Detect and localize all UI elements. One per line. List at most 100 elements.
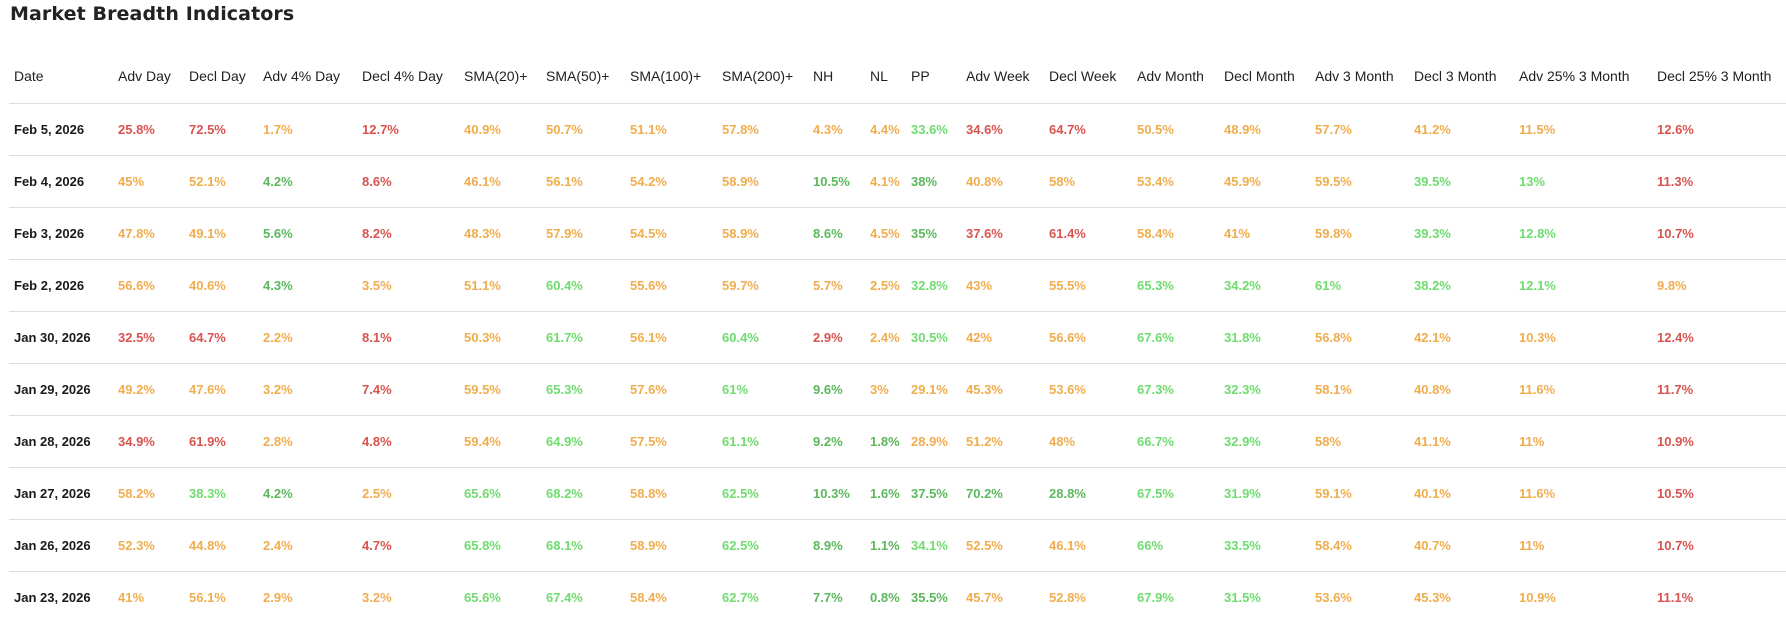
adv-4-day-value: 5.6% xyxy=(258,207,357,260)
sma-200-value: 57.8% xyxy=(717,103,808,156)
adv-3-month-value: 56.8% xyxy=(1310,311,1409,364)
adv-month-value: 67.9% xyxy=(1137,590,1174,605)
decl-3-month-value: 39.5% xyxy=(1409,155,1514,208)
date-cell: Jan 29, 2026 xyxy=(9,363,113,416)
adv-day-value: 47.8% xyxy=(113,207,184,260)
adv-month-value: 67.5% xyxy=(1132,467,1219,520)
decl-25-3-month-value: 11.1% xyxy=(1657,590,1694,605)
page-title: Market Breadth Indicators xyxy=(10,3,295,25)
nl-value: 3% xyxy=(865,363,906,416)
table-row: Jan 26, 2026 52.3% 44.8% 2.4% 4.7% 65.8% 68.1%… xyxy=(9,519,1786,572)
sma-50-value: 68.2% xyxy=(541,467,625,520)
pp-value: 28.9% xyxy=(906,415,961,468)
sma-200-value: 62.5% xyxy=(717,467,808,520)
nl-value: 4.4% xyxy=(865,103,906,156)
adv-4-day-value: 2.8% xyxy=(258,415,357,468)
decl-3-month-value: 45.3% xyxy=(1414,590,1451,605)
table-row: Feb 4, 2026 45% 52.1% 4.2% 8.6% 46.1% 56.1% 54.… xyxy=(9,155,1786,208)
sma-200-value: 60.4% xyxy=(717,311,808,364)
adv-day-value: 45% xyxy=(113,155,184,208)
adv-day-value: 49.2% xyxy=(113,363,184,416)
adv-month-value: 65.3% xyxy=(1132,259,1219,312)
column-header-sma-50[interactable]: SMA(50)+ xyxy=(541,48,625,104)
sma-50-value: 56.1% xyxy=(541,155,625,208)
column-header-adv-4-day[interactable]: Adv 4% Day xyxy=(258,48,357,104)
adv-25-3-month-value: 12.8% xyxy=(1514,207,1652,260)
sma-100-value: 56.1% xyxy=(625,311,717,364)
sma-100-value: 57.6% xyxy=(625,363,717,416)
column-header-decl-month[interactable]: Decl Month xyxy=(1219,48,1310,104)
column-header-nl[interactable]: NL xyxy=(865,48,906,104)
column-header-decl-25-3-month[interactable]: Decl 25% 3 Month xyxy=(1652,48,1786,104)
date-cell: Feb 4, 2026 xyxy=(9,155,113,208)
decl-25-3-month-value: 11.7% xyxy=(1652,363,1786,416)
decl-3-month-value: 40.7% xyxy=(1409,519,1514,572)
date-cell: Jan 26, 2026 xyxy=(9,519,113,572)
column-header-decl-day[interactable]: Decl Day xyxy=(184,48,258,104)
adv-week-value: 40.8% xyxy=(961,155,1044,208)
adv-4-day-value: 4.2% xyxy=(258,467,357,520)
sma-20-value: 51.1% xyxy=(459,259,541,312)
column-header-adv-25-3-month[interactable]: Adv 25% 3 Month xyxy=(1514,48,1652,104)
decl-25-3-month-value: 9.8% xyxy=(1652,259,1786,312)
column-header-sma-100[interactable]: SMA(100)+ xyxy=(625,48,717,104)
pp-value: 38% xyxy=(906,155,961,208)
adv-week-value: 45.3% xyxy=(961,363,1044,416)
sma-200-value: 61% xyxy=(717,363,808,416)
decl-month-value: 31.9% xyxy=(1219,467,1310,520)
decl-day-value: 49.1% xyxy=(184,207,258,260)
column-header-adv-week[interactable]: Adv Week xyxy=(961,48,1044,104)
decl-week-value: 53.6% xyxy=(1044,363,1132,416)
date-cell: Feb 3, 2026 xyxy=(9,207,113,260)
adv-day-value: 32.5% xyxy=(113,311,184,364)
sma-200-value: 58.9% xyxy=(717,207,808,260)
sma-20-value: 59.5% xyxy=(459,363,541,416)
decl-day-value: 61.9% xyxy=(184,415,258,468)
decl-week-value: 48% xyxy=(1044,415,1132,468)
column-header-date[interactable]: Date xyxy=(9,48,113,104)
nh-value: 7.7% xyxy=(813,590,843,605)
column-header-decl-4-day[interactable]: Decl 4% Day xyxy=(357,48,459,104)
pp-value: 29.1% xyxy=(906,363,961,416)
adv-25-3-month-value: 13% xyxy=(1514,155,1652,208)
sma-100-value: 54.2% xyxy=(625,155,717,208)
column-header-adv-3-month[interactable]: Adv 3 Month xyxy=(1310,48,1409,104)
decl-4-day-value: 3.5% xyxy=(357,259,459,312)
column-header-pp[interactable]: PP xyxy=(906,48,961,104)
nl-value: 1.6% xyxy=(865,467,906,520)
table-row: Jan 28, 2026 34.9% 61.9% 2.8% 4.8% 59.4% 64.9%… xyxy=(9,415,1786,468)
nl-value: 1.8% xyxy=(865,415,906,468)
column-header-decl-week[interactable]: Decl Week xyxy=(1044,48,1132,104)
adv-25-3-month-value: 11.6% xyxy=(1514,467,1652,520)
decl-week-value: 64.7% xyxy=(1044,103,1132,156)
decl-25-3-month-value: 12.4% xyxy=(1652,311,1786,364)
adv-day-value: 56.6% xyxy=(113,259,184,312)
adv-3-month-value: 53.6% xyxy=(1315,590,1352,605)
column-header-sma-20[interactable]: SMA(20)+ xyxy=(459,48,541,104)
decl-month-value: 31.5% xyxy=(1224,590,1261,605)
column-header-decl-3-month[interactable]: Decl 3 Month xyxy=(1409,48,1514,104)
decl-day-value: 64.7% xyxy=(184,311,258,364)
decl-day-value: 44.8% xyxy=(184,519,258,572)
table-row: Feb 5, 2026 25.8% 72.5% 1.7% 12.7% 40.9% 50.7%… xyxy=(9,103,1786,156)
adv-day-value: 52.3% xyxy=(113,519,184,572)
adv-week-value: 43% xyxy=(961,259,1044,312)
decl-month-value: 32.9% xyxy=(1219,415,1310,468)
decl-4-day-value: 12.7% xyxy=(357,103,459,156)
decl-4-day-value: 7.4% xyxy=(357,363,459,416)
column-header-adv-day[interactable]: Adv Day xyxy=(113,48,184,104)
column-header-sma-200[interactable]: SMA(200)+ xyxy=(717,48,808,104)
sma-20-value: 40.9% xyxy=(459,103,541,156)
adv-4-day-value: 2.2% xyxy=(258,311,357,364)
decl-week-value: 46.1% xyxy=(1044,519,1132,572)
adv-week-value: 51.2% xyxy=(961,415,1044,468)
decl-3-month-value: 40.1% xyxy=(1409,467,1514,520)
column-header-nh[interactable]: NH xyxy=(808,48,865,104)
column-header-adv-month[interactable]: Adv Month xyxy=(1132,48,1219,104)
nh-value: 5.7% xyxy=(808,259,865,312)
decl-4-day-value: 4.7% xyxy=(357,519,459,572)
date-cell: Jan 28, 2026 xyxy=(9,415,113,468)
adv-4-day-value: 4.2% xyxy=(258,155,357,208)
pp-value: 30.5% xyxy=(906,311,961,364)
decl-month-value: 33.5% xyxy=(1219,519,1310,572)
